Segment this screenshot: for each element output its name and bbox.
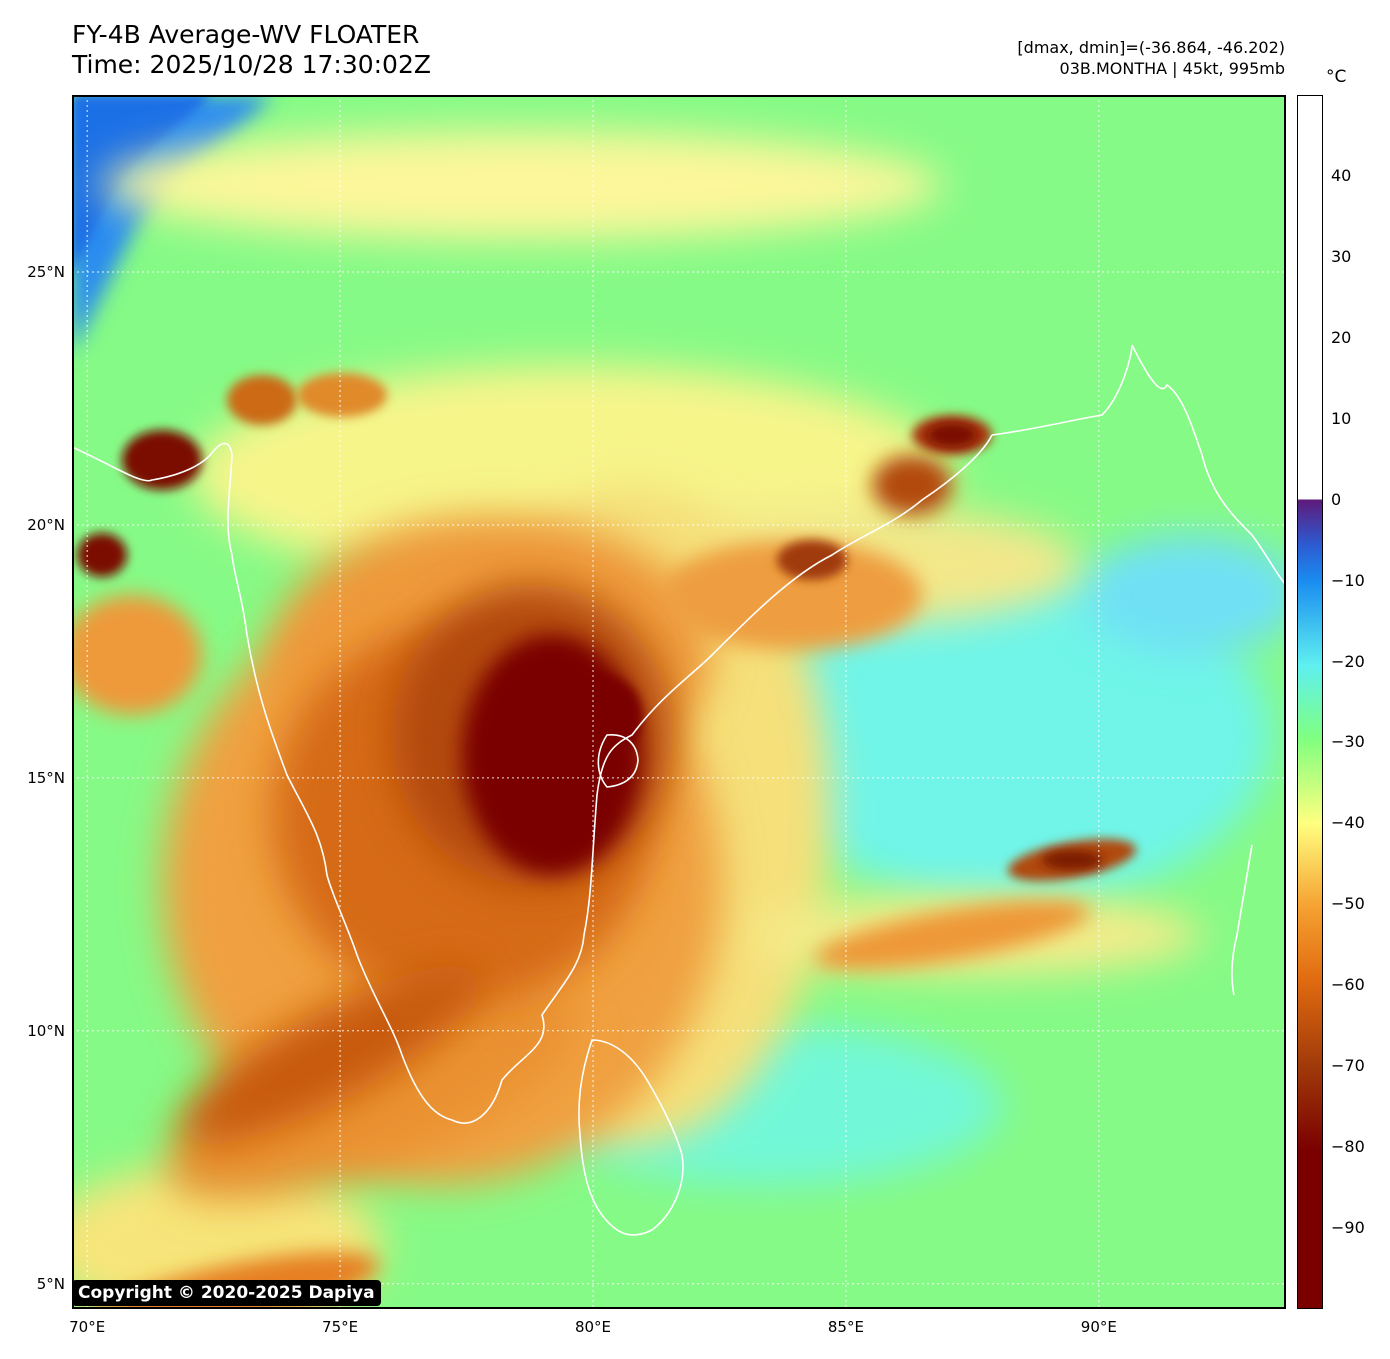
colorbar-tick-label: −10 bbox=[1331, 570, 1365, 590]
colorbar-unit: °C bbox=[1326, 67, 1347, 87]
colorbar-tick-label: −30 bbox=[1331, 732, 1365, 752]
colorbar-tick-label: −80 bbox=[1331, 1137, 1365, 1157]
lake-outline bbox=[597, 734, 639, 788]
colorbar-tick-label: 40 bbox=[1331, 165, 1352, 185]
data-range-info: [dmax, dmin]=(-36.864, -46.202) bbox=[1017, 38, 1285, 57]
lat-tick-label: 5°N bbox=[36, 1274, 65, 1293]
colorbar-tick-label: −40 bbox=[1331, 813, 1365, 833]
copyright-notice: Copyright © 2020-2025 Dapiya bbox=[72, 1280, 381, 1306]
lon-tick-label: 90°E bbox=[1080, 1318, 1117, 1336]
bengal-coastline bbox=[991, 344, 1286, 586]
sri-lanka-coastline bbox=[578, 1039, 684, 1236]
coastline-layer bbox=[72, 344, 1286, 1236]
storm-info: 03B.MONTHA | 45kt, 995mb bbox=[1059, 59, 1285, 78]
colorbar-tick-label: −70 bbox=[1331, 1056, 1365, 1076]
lat-tick-label: 20°N bbox=[27, 515, 65, 534]
lon-tick-label: 70°E bbox=[69, 1318, 106, 1336]
lon-tick-label: 85°E bbox=[827, 1318, 864, 1336]
water-vapor-map bbox=[72, 95, 1286, 1309]
lon-tick-label: 75°E bbox=[322, 1318, 359, 1336]
map-title: FY-4B Average-WV FLOATER bbox=[72, 20, 420, 49]
gridlines bbox=[72, 95, 1286, 1309]
colorbar-tick-label: −50 bbox=[1331, 894, 1365, 914]
lat-tick-label: 25°N bbox=[27, 263, 65, 282]
colorbar-tick-label: 20 bbox=[1331, 327, 1352, 347]
colorbar-tick-label: 0 bbox=[1331, 489, 1342, 509]
colorbar-tick-label: −90 bbox=[1331, 1218, 1365, 1238]
andaman-islands bbox=[1231, 844, 1253, 996]
imagery-layer bbox=[72, 95, 1286, 1309]
lat-tick-label: 15°N bbox=[27, 768, 65, 787]
lon-tick-label: 80°E bbox=[574, 1318, 612, 1336]
colorbar-tick-label: −20 bbox=[1331, 651, 1365, 671]
india-coastline bbox=[72, 434, 993, 1124]
colorbar-tick-label: 10 bbox=[1331, 408, 1352, 428]
map-timestamp: Time: 2025/10/28 17:30:02Z bbox=[72, 50, 431, 79]
lat-tick-label: 10°N bbox=[27, 1021, 65, 1040]
map-frame bbox=[72, 95, 1286, 1309]
colorbar-tick-label: 30 bbox=[1331, 246, 1352, 266]
colorbar bbox=[1297, 95, 1323, 1309]
colorbar-tick-label: −60 bbox=[1331, 975, 1365, 995]
